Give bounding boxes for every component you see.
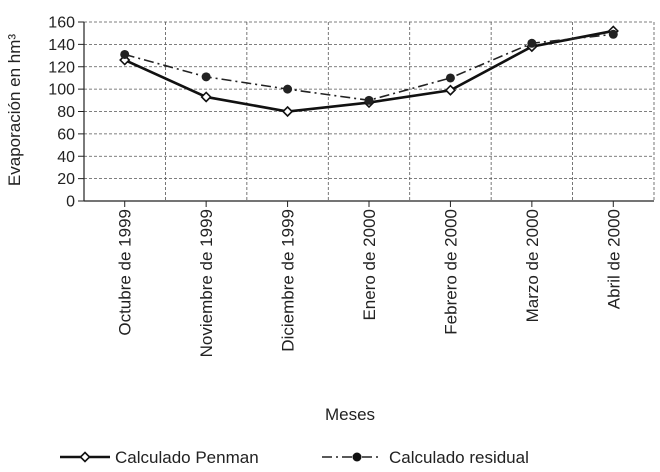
y-tick-label: 0 bbox=[66, 194, 75, 211]
legend: Calculado Penman Calculado residual bbox=[60, 448, 529, 467]
x-tick-label: Octubre de 1999 bbox=[116, 209, 135, 336]
data-point-penman bbox=[200, 91, 212, 103]
data-point-residual bbox=[608, 29, 618, 39]
data-point-residual bbox=[445, 73, 455, 83]
x-tick-labels: Octubre de 1999 Noviembre de 1999 Diciembr… bbox=[116, 209, 624, 357]
series bbox=[119, 25, 619, 118]
legend-marker-residual bbox=[352, 452, 362, 462]
y-tick-label: 160 bbox=[48, 15, 75, 32]
x-tick-label: Enero de 2000 bbox=[360, 209, 379, 321]
y-tick-labels: 0 20 40 60 80 100 120 140 160 bbox=[48, 15, 75, 211]
y-tick-label: 140 bbox=[48, 37, 75, 54]
x-axis-title: Meses bbox=[325, 405, 375, 424]
x-tick-label: Febrero de 2000 bbox=[441, 209, 460, 335]
x-tick-label: Marzo de 2000 bbox=[523, 209, 542, 322]
data-point-penman bbox=[281, 105, 294, 118]
y-tick-label: 100 bbox=[48, 82, 75, 99]
legend-label-residual: Calculado residual bbox=[389, 448, 529, 467]
y-tick-label: 20 bbox=[57, 171, 75, 188]
data-point-residual bbox=[120, 49, 130, 59]
x-tick-label: Abril de 2000 bbox=[604, 209, 623, 309]
legend-marker-penman bbox=[79, 451, 91, 463]
legend-item-penman: Calculado Penman bbox=[60, 448, 259, 467]
y-axis-title: Evaporación en hm³ bbox=[5, 34, 24, 186]
data-point-residual bbox=[283, 84, 293, 94]
y-tick-label: 40 bbox=[57, 149, 75, 166]
data-point-residual bbox=[201, 72, 211, 82]
legend-item-residual: Calculado residual bbox=[322, 448, 529, 467]
x-tick-label: Diciembre de 1999 bbox=[279, 209, 298, 352]
axes bbox=[78, 21, 654, 207]
data-point-residual bbox=[364, 95, 374, 105]
y-tick-label: 80 bbox=[57, 104, 75, 121]
gridlines bbox=[84, 21, 655, 201]
x-tick-label: Noviembre de 1999 bbox=[197, 209, 216, 357]
data-point-residual bbox=[527, 38, 537, 48]
legend-label-penman: Calculado Penman bbox=[115, 448, 259, 467]
y-tick-label: 60 bbox=[57, 126, 75, 143]
data-point-penman bbox=[444, 84, 457, 96]
y-tick-label: 120 bbox=[48, 59, 75, 76]
